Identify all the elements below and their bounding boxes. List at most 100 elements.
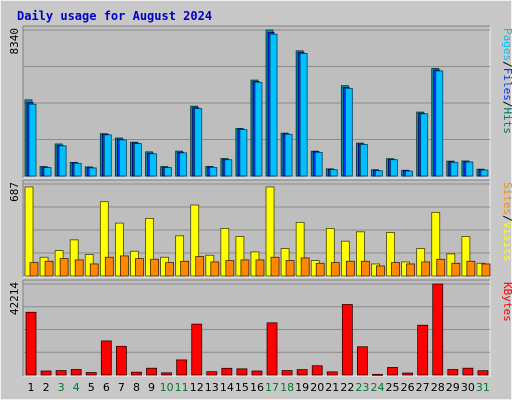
sites-bar bbox=[44, 260, 54, 277]
series-label-part: Hits bbox=[501, 108, 512, 135]
kbytes-bar bbox=[432, 283, 444, 376]
pages-bar bbox=[405, 170, 414, 177]
visits-bar bbox=[325, 228, 335, 277]
sites-bar bbox=[361, 260, 370, 277]
sites-bar bbox=[406, 263, 416, 277]
visits-bar bbox=[99, 201, 109, 277]
sites-bar bbox=[481, 263, 491, 277]
pages-bar bbox=[480, 169, 489, 177]
day-label: 27 bbox=[416, 381, 430, 394]
pages-bar bbox=[254, 81, 263, 177]
sites-bar bbox=[180, 260, 190, 277]
kbytes-bar bbox=[387, 367, 398, 376]
sites-bar bbox=[210, 261, 220, 277]
sites-bar bbox=[315, 262, 325, 277]
chart-title: Daily usage for August 2024 bbox=[17, 9, 212, 23]
pages-bar bbox=[43, 167, 52, 177]
pages-bar bbox=[360, 144, 368, 177]
visits-bar bbox=[295, 222, 305, 277]
day-label: 6 bbox=[103, 381, 110, 394]
kbytes-bar bbox=[477, 370, 489, 376]
day-label: 8 bbox=[133, 381, 140, 394]
day-label: 28 bbox=[431, 381, 445, 394]
day-label: 12 bbox=[190, 381, 204, 394]
day-label: 31 bbox=[476, 381, 490, 394]
kbytes-bar bbox=[326, 371, 338, 376]
sites-bar bbox=[240, 259, 250, 277]
series-label-part: Visits bbox=[501, 222, 512, 262]
kbytes-bar bbox=[25, 311, 37, 376]
panel-middle: 687 Sites/Visits bbox=[8, 179, 512, 278]
pages-bar bbox=[88, 167, 97, 177]
pages-bar bbox=[329, 169, 338, 177]
sites-bar bbox=[255, 259, 265, 277]
pages-bar bbox=[344, 88, 353, 177]
visits-bar bbox=[220, 228, 230, 277]
kbytes-bar bbox=[206, 371, 218, 376]
sites-bar bbox=[330, 262, 340, 277]
day-label: 26 bbox=[401, 381, 415, 394]
visits-bar bbox=[356, 231, 365, 277]
sites-bar bbox=[391, 262, 400, 277]
sites-bar bbox=[285, 260, 295, 277]
kbytes-bar bbox=[417, 324, 429, 376]
sites-bar bbox=[466, 260, 476, 277]
kbytes-bar bbox=[266, 322, 278, 376]
pages-bar bbox=[118, 139, 127, 177]
sites-bar bbox=[225, 260, 235, 277]
pages-bar bbox=[420, 113, 429, 177]
sites-bar bbox=[270, 256, 280, 277]
sites-bar bbox=[74, 259, 84, 277]
day-label: 14 bbox=[220, 381, 234, 394]
sites-bar bbox=[59, 258, 69, 277]
day-label: 2 bbox=[43, 381, 50, 394]
panel-bottom: 42214 KBytes bbox=[8, 279, 512, 377]
day-label: 10 bbox=[160, 381, 174, 394]
visits-bar bbox=[235, 236, 245, 277]
pages-bar bbox=[194, 108, 203, 177]
sites-bar bbox=[300, 257, 310, 277]
kbytes-bar bbox=[40, 370, 52, 376]
pages-bar bbox=[450, 161, 459, 177]
visits-bar bbox=[340, 240, 350, 277]
day-label: 16 bbox=[250, 381, 264, 394]
pages-bar bbox=[164, 167, 172, 177]
pages-bar bbox=[299, 53, 308, 177]
pages-bar bbox=[269, 33, 278, 177]
series-label: Sites/Visits bbox=[501, 182, 512, 262]
series-label-part: Pages bbox=[501, 28, 512, 61]
day-label: 18 bbox=[280, 381, 294, 394]
series-label-part: Files bbox=[501, 68, 512, 101]
visits-bar bbox=[145, 218, 154, 277]
kbytes-bar bbox=[341, 304, 353, 376]
kbytes-bar bbox=[402, 372, 414, 376]
day-label: 29 bbox=[446, 381, 460, 394]
visits-bar bbox=[461, 236, 471, 277]
pages-bar bbox=[149, 153, 157, 177]
kbytes-bar bbox=[176, 359, 188, 376]
pages-bar bbox=[73, 162, 82, 177]
day-label: 22 bbox=[340, 381, 354, 394]
kbytes-bar bbox=[115, 345, 127, 376]
kbytes-bar bbox=[296, 369, 308, 376]
day-label: 17 bbox=[265, 381, 279, 394]
visits-bar bbox=[175, 235, 185, 277]
day-label: 21 bbox=[325, 381, 339, 394]
kbytes-bar bbox=[251, 370, 263, 376]
pages-bar bbox=[375, 170, 383, 177]
panel-bottom-background bbox=[22, 279, 491, 377]
pages-bar bbox=[179, 152, 188, 177]
pages-bar bbox=[28, 103, 37, 177]
sites-bar bbox=[376, 265, 385, 277]
series-label: KBytes bbox=[501, 282, 512, 322]
pages-bar bbox=[314, 151, 323, 177]
visits-bar bbox=[114, 222, 124, 277]
kbytes-bar bbox=[236, 368, 248, 376]
day-label: 1 bbox=[28, 381, 35, 394]
visits-bar bbox=[190, 204, 200, 277]
sites-bar bbox=[345, 260, 355, 277]
day-label: 23 bbox=[355, 381, 369, 394]
day-label: 7 bbox=[118, 381, 125, 394]
visits-bar bbox=[265, 186, 275, 277]
chart-panels: 8340Pages/Files/Hits687Sites/Visits42214… bbox=[8, 25, 512, 377]
